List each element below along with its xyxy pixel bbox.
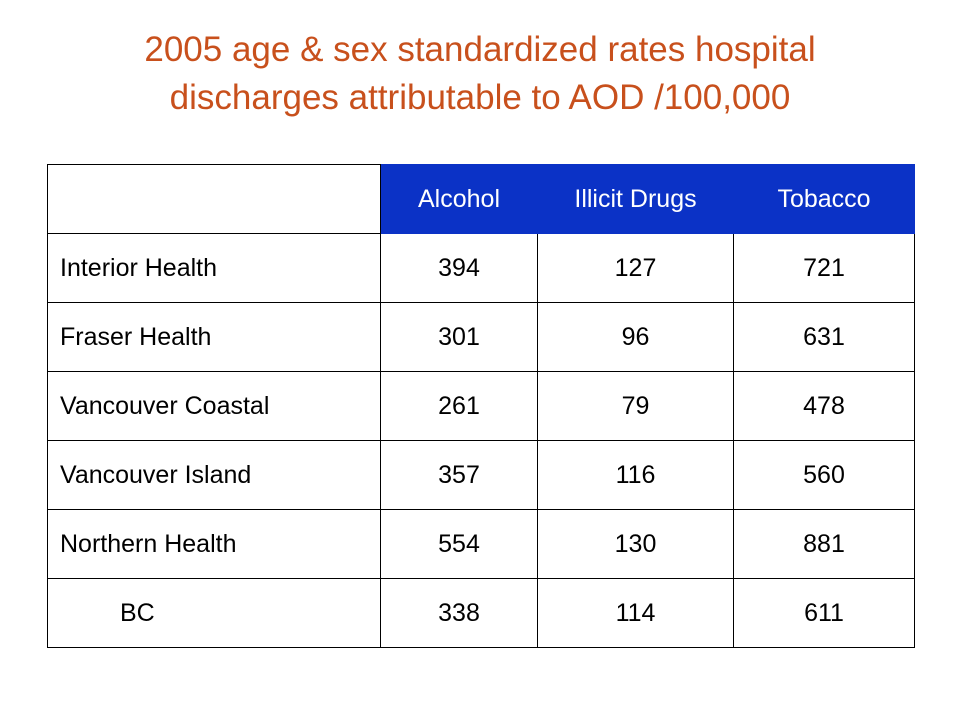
table-row: Fraser Health 301 96 631 [47,302,915,372]
table-header-row: Alcohol Illicit Drugs Tobacco [47,164,915,234]
slide-title: 2005 age & sex standardized rates hospit… [0,26,960,122]
slide-title-line-2: discharges attributable to AOD /100,000 [169,78,791,117]
region-cell: Vancouver Coastal [47,371,381,441]
column-header-alcohol: Alcohol [380,164,538,234]
table-row: Northern Health 554 130 881 [47,509,915,579]
discharge-rates-table: Alcohol Illicit Drugs Tobacco Interior H… [47,164,915,648]
illicit-drugs-cell: 127 [537,233,734,303]
table-row: Vancouver Coastal 261 79 478 [47,371,915,441]
region-cell: Northern Health [47,509,381,579]
total-alcohol-cell: 338 [380,578,538,648]
illicit-drugs-cell: 130 [537,509,734,579]
alcohol-cell: 301 [380,302,538,372]
alcohol-cell: 357 [380,440,538,510]
region-cell: Fraser Health [47,302,381,372]
column-header-tobacco: Tobacco [733,164,915,234]
tobacco-cell: 478 [733,371,915,441]
tobacco-cell: 721 [733,233,915,303]
illicit-drugs-cell: 116 [537,440,734,510]
total-region-cell: BC [47,578,381,648]
column-header-illicit-drugs: Illicit Drugs [537,164,734,234]
total-illicit-drugs-cell: 114 [537,578,734,648]
alcohol-cell: 394 [380,233,538,303]
region-cell: Interior Health [47,233,381,303]
alcohol-cell: 554 [380,509,538,579]
total-tobacco-cell: 611 [733,578,915,648]
table-row: Vancouver Island 357 116 560 [47,440,915,510]
tobacco-cell: 560 [733,440,915,510]
region-cell: Vancouver Island [47,440,381,510]
table-corner-cell [47,164,381,234]
tobacco-cell: 881 [733,509,915,579]
tobacco-cell: 631 [733,302,915,372]
illicit-drugs-cell: 79 [537,371,734,441]
slide-title-line-1: 2005 age & sex standardized rates hospit… [144,30,816,69]
alcohol-cell: 261 [380,371,538,441]
table-total-row: BC 338 114 611 [47,578,915,648]
illicit-drugs-cell: 96 [537,302,734,372]
table-row: Interior Health 394 127 721 [47,233,915,303]
